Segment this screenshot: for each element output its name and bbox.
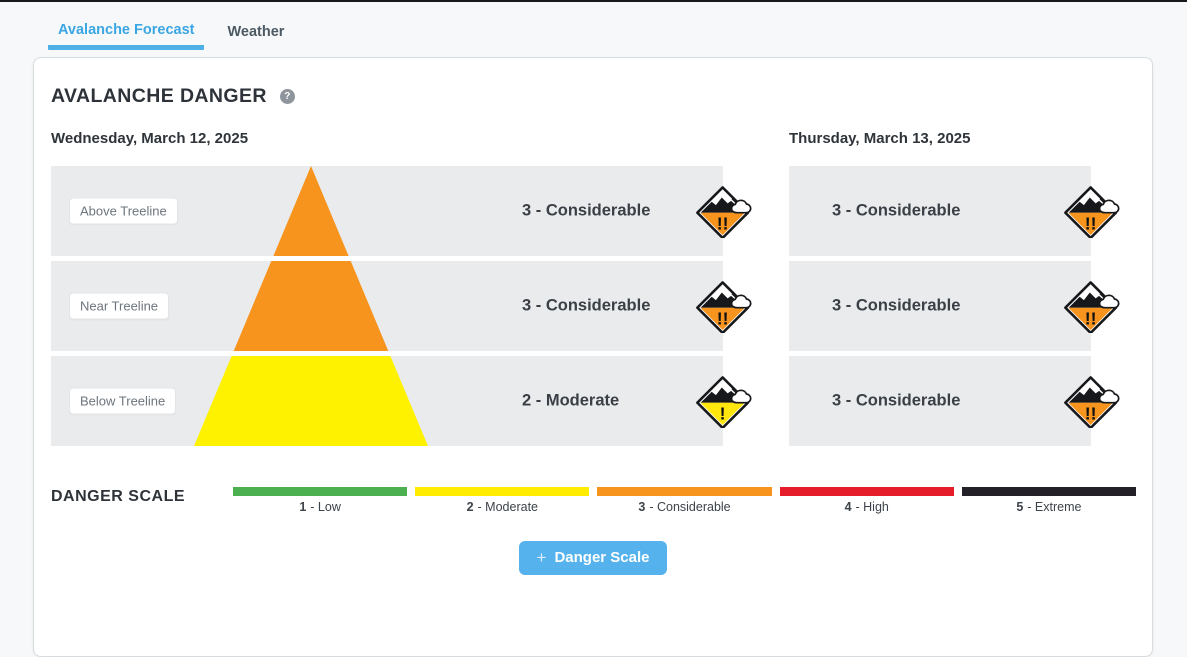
danger-rating: 3 - Considerable (522, 296, 651, 315)
danger-row-below-treeline: 3 - Considerable !! (789, 356, 1120, 446)
tab-bar: Avalanche Forecast Weather (0, 2, 1187, 50)
scale-level-5: 5- Extreme (961, 487, 1137, 514)
danger-row-above-treeline: 3 - Considerable !! (789, 166, 1120, 256)
svg-text:!!: !! (1085, 214, 1097, 234)
scale-level-2: 2- Moderate (415, 487, 590, 514)
scale-bar-low (233, 487, 408, 496)
danger-row-below-treeline: Below Treeline 2 - Moderate ! (51, 356, 752, 446)
scale-bar-extreme (961, 487, 1137, 496)
svg-text:!!: !! (717, 214, 729, 234)
day-column-wednesday: Wednesday, March 12, 2025 Above Treeline… (51, 130, 752, 446)
elevation-band-label: Near Treeline (69, 292, 170, 320)
scale-bar-considerable (597, 487, 772, 496)
danger-rating: 3 - Considerable (832, 296, 961, 315)
cloud-icon (1098, 389, 1120, 404)
day-date: Wednesday, March 12, 2025 (51, 130, 249, 147)
avalanche-danger-icon: ! (696, 376, 752, 428)
tab-avalanche-forecast[interactable]: Avalanche Forecast (48, 22, 205, 50)
cloud-icon (1098, 199, 1120, 214)
scale-bar-high (779, 487, 954, 496)
scale-level-3: 3- Considerable (597, 487, 772, 514)
forecast-days: Wednesday, March 12, 2025 Above Treeline… (50, 130, 1136, 446)
danger-row-near-treeline: Near Treeline 3 - Considerable !! (51, 261, 752, 351)
danger-scale-button[interactable]: + Danger Scale (518, 541, 668, 575)
avalanche-danger-icon: !! (696, 186, 752, 238)
danger-scale-legend: DANGER SCALE 1- Low 2- Moderate 3- Consi… (50, 487, 1137, 514)
page-title: AVALANCHE DANGER (51, 85, 267, 107)
avalanche-danger-icon: !! (1064, 376, 1120, 428)
cloud-icon (730, 389, 752, 404)
cloud-icon (1098, 294, 1120, 309)
day-date: Thursday, March 13, 2025 (789, 130, 971, 147)
danger-row-near-treeline: 3 - Considerable !! (789, 261, 1120, 351)
svg-text:!!: !! (1085, 404, 1097, 424)
cloud-icon (730, 294, 752, 309)
day-column-thursday: Thursday, March 13, 2025 3 - Considerabl… (789, 130, 1120, 446)
svg-text:!!: !! (1085, 309, 1097, 329)
cloud-icon (730, 199, 752, 214)
danger-rating: 3 - Considerable (832, 391, 961, 410)
danger-scale-button-label: Danger Scale (554, 549, 650, 566)
elevation-band-label: Above Treeline (69, 197, 178, 225)
danger-rating: 2 - Moderate (522, 391, 620, 410)
danger-rating: 3 - Considerable (522, 201, 651, 220)
scale-level-4: 4- High (779, 487, 954, 514)
danger-row-above-treeline: Above Treeline 3 - Considerable !! (51, 166, 752, 256)
help-icon[interactable]: ? (279, 89, 295, 104)
elevation-band-label: Below Treeline (69, 387, 177, 415)
plus-icon: + (536, 548, 547, 567)
danger-rating: 3 - Considerable (832, 201, 961, 220)
svg-text:!!: !! (717, 309, 729, 329)
avalanche-danger-icon: !! (1064, 281, 1120, 333)
scale-bar-moderate (415, 487, 590, 496)
tab-weather[interactable]: Weather (227, 24, 285, 40)
avalanche-danger-panel: AVALANCHE DANGER ? Wednesday, March 12, … (33, 57, 1153, 657)
avalanche-danger-icon: !! (1064, 186, 1120, 238)
avalanche-danger-icon: !! (696, 281, 752, 333)
scale-level-1: 1- Low (233, 487, 408, 514)
danger-scale-title: DANGER SCALE (51, 488, 186, 505)
svg-text:!: ! (720, 404, 726, 424)
